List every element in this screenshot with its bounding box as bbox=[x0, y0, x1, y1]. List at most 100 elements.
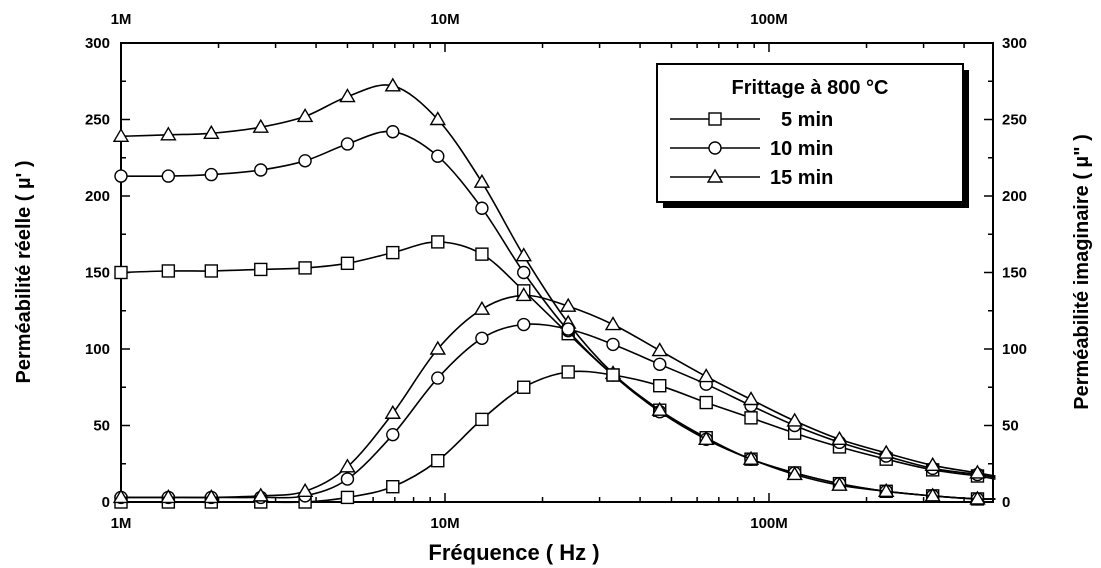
data-point-triangle bbox=[473, 300, 491, 315]
data-point-triangle bbox=[160, 126, 177, 141]
data-point-square bbox=[475, 412, 489, 427]
data-point-circle bbox=[386, 427, 400, 442]
x-tick-label-bottom: 100M bbox=[750, 515, 788, 532]
data-point-circle bbox=[431, 371, 445, 385]
y-tick-label-left: 200 bbox=[85, 188, 110, 205]
y-tick-label-right: 250 bbox=[1002, 112, 1027, 129]
y-tick-label-left: 50 bbox=[93, 418, 110, 435]
data-point-circle bbox=[475, 201, 489, 215]
legend-entry-10min: 10 min bbox=[670, 138, 833, 160]
data-point-triangle bbox=[296, 108, 314, 123]
y-tick-label-right: 100 bbox=[1002, 341, 1027, 358]
data-point-square bbox=[431, 453, 445, 468]
data-point-triangle bbox=[831, 476, 848, 491]
y-tick-label-left: 250 bbox=[85, 112, 110, 129]
data-point-triangle bbox=[742, 391, 760, 406]
legend-label-15min: 15 min bbox=[770, 167, 833, 189]
data-point-circle bbox=[161, 169, 176, 183]
data-point-square bbox=[340, 490, 355, 505]
data-point-square bbox=[204, 264, 219, 278]
data-point-triangle bbox=[515, 287, 532, 302]
data-point-triangle bbox=[160, 489, 177, 504]
data-point-square bbox=[517, 380, 531, 394]
series-line bbox=[121, 370, 996, 504]
data-point-triangle bbox=[969, 464, 986, 479]
data-point-triangle bbox=[473, 173, 491, 188]
legend-triangle-marker bbox=[706, 168, 724, 183]
legend-label-10min: 10 min bbox=[770, 138, 833, 160]
series-line bbox=[121, 294, 996, 499]
data-point-square bbox=[114, 265, 128, 280]
data-point-triangle bbox=[203, 124, 220, 139]
data-point-triangle bbox=[429, 340, 447, 355]
legend-circle-marker bbox=[708, 141, 722, 155]
series-line bbox=[121, 323, 996, 499]
data-point-triangle bbox=[697, 368, 715, 383]
data-point-triangle bbox=[651, 342, 668, 357]
data-point-triangle bbox=[252, 118, 269, 133]
data-point-circle bbox=[653, 357, 667, 371]
data-point-triangle bbox=[203, 489, 220, 504]
data-point-square bbox=[653, 379, 667, 393]
series-imaginary-15min bbox=[112, 287, 996, 504]
x-tick-label-top: 10M bbox=[430, 11, 459, 28]
series-imaginary-5min bbox=[114, 365, 996, 509]
data-point-triangle bbox=[384, 404, 402, 419]
data-point-triangle bbox=[112, 489, 130, 504]
y-axis-right-title: Perméabilité imaginaire ( µ" ) bbox=[1071, 134, 1093, 410]
data-point-triangle bbox=[559, 297, 577, 312]
y-tick-label-right: 0 bbox=[1002, 494, 1010, 511]
data-point-circle bbox=[606, 337, 620, 352]
data-point-triangle bbox=[877, 482, 895, 497]
tick-labels: 1M 1M 10M 10M 100M 100M 0 0 50 50 100 100 150 150 200 2… bbox=[85, 11, 1027, 532]
legend-label-5min: 5 min bbox=[781, 109, 833, 131]
data-point-triangle bbox=[697, 430, 715, 445]
y-tick-label-left: 300 bbox=[85, 35, 110, 52]
legend-title: Frittage à 800 °C bbox=[732, 77, 889, 99]
y-tick-label-right: 150 bbox=[1002, 265, 1027, 282]
y-tick-label-right: 50 bbox=[1002, 418, 1019, 435]
y-tick-label-left: 100 bbox=[85, 341, 110, 358]
data-point-triangle bbox=[924, 487, 941, 502]
data-point-circle bbox=[114, 169, 128, 183]
data-point-triangle bbox=[339, 458, 356, 473]
data-point-square bbox=[699, 395, 713, 410]
data-point-triangle bbox=[924, 456, 941, 471]
data-point-square bbox=[340, 256, 355, 271]
legend-square-marker bbox=[708, 112, 722, 126]
data-point-triangle bbox=[969, 490, 986, 505]
legend-entry-15min: 15 min bbox=[670, 167, 833, 189]
data-point-square bbox=[161, 264, 176, 278]
data-point-square bbox=[475, 247, 489, 261]
data-point-square bbox=[254, 262, 268, 277]
data-point-circle bbox=[298, 154, 312, 168]
data-point-circle bbox=[386, 125, 400, 139]
data-point-square bbox=[298, 261, 312, 275]
legend-entry-5min: 5 min bbox=[670, 109, 833, 131]
series-imaginary-10min bbox=[114, 317, 996, 505]
data-point-triangle bbox=[339, 88, 356, 103]
data-point-circle bbox=[517, 317, 531, 332]
data-point-triangle bbox=[604, 316, 622, 331]
series-layer bbox=[112, 77, 996, 509]
data-point-triangle bbox=[786, 466, 803, 481]
x-tick-label-top: 1M bbox=[111, 11, 132, 28]
data-point-circle bbox=[254, 163, 268, 177]
x-tick-label-top: 100M bbox=[750, 11, 788, 28]
legend: Frittage à 800 °C 5 min 10 min 15 min bbox=[656, 63, 969, 208]
y-tick-label-left: 0 bbox=[102, 494, 110, 511]
data-point-triangle bbox=[651, 401, 668, 416]
axis-ticks bbox=[120, 42, 993, 503]
data-point-triangle bbox=[742, 450, 760, 465]
x-tick-label-bottom: 10M bbox=[430, 515, 459, 532]
y-tick-label-right: 300 bbox=[1002, 35, 1027, 52]
x-tick-label-bottom: 1M bbox=[111, 515, 132, 532]
y-tick-label-right: 200 bbox=[1002, 188, 1027, 205]
data-point-circle bbox=[204, 167, 219, 182]
data-point-circle bbox=[517, 265, 531, 280]
data-point-circle bbox=[340, 472, 355, 486]
data-point-square bbox=[561, 365, 575, 379]
data-point-circle bbox=[340, 137, 355, 151]
data-point-circle bbox=[431, 149, 445, 163]
